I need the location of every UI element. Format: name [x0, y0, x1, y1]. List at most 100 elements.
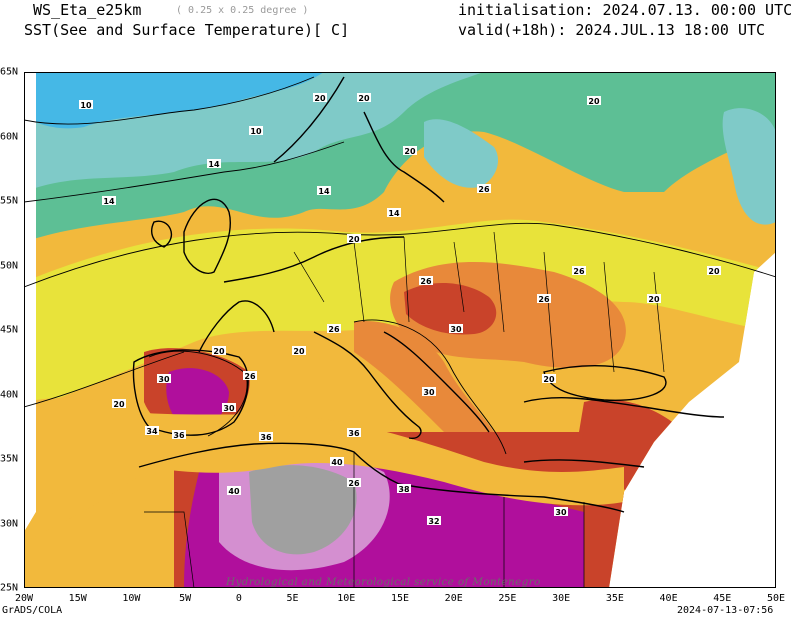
field-iberia-peak — [166, 368, 229, 428]
contour-label: 26 — [420, 277, 432, 286]
coast-turkey — [523, 397, 725, 468]
field-baltic-cool — [424, 119, 499, 188]
x-tick-label: 0 — [235, 593, 242, 604]
coast-italy — [313, 331, 422, 440]
x-tick-label: 10W — [122, 593, 141, 604]
model-title: WS_Eta_e25km — [33, 1, 142, 19]
coastlines — [132, 76, 725, 513]
contour-label: 14 — [388, 209, 400, 218]
contour-label-bg — [222, 403, 236, 412]
contour-label-bg — [572, 266, 586, 275]
contour-label-bg — [243, 371, 257, 380]
contour-label-bg — [145, 426, 159, 435]
isotherm-20-atlantic — [24, 351, 185, 408]
coast-british-isles — [151, 198, 231, 274]
field-sahara-max — [249, 465, 357, 555]
x-tick-label: 5E — [286, 593, 299, 604]
field-hungary-hot — [404, 282, 497, 335]
coast-scandinavia — [273, 76, 445, 203]
contour-label-bg — [313, 93, 327, 102]
isotherm-14 — [24, 141, 345, 203]
contour-labels: 10 10 14 14 14 14 20 20 20 20 20 20 20 20 20 20 20 26 26 26… — [79, 93, 721, 526]
valid-time: valid(+18h): 2024.JUL.13 18:00 UTC — [458, 21, 766, 39]
border-lines-africa — [144, 452, 585, 588]
x-tick-label: 30E — [552, 593, 571, 604]
sst-map-canvas: 10 10 14 14 14 14 20 20 20 20 20 20 20 20 20 20 20 26 26 26… — [24, 72, 776, 588]
contour-label: 30 — [223, 404, 235, 413]
borders — [144, 231, 665, 588]
contour-label-bg — [587, 96, 601, 105]
resolution-note: ( 0.25 x 0.25 degree ) — [176, 5, 309, 16]
y-tick-label: 25N — [0, 582, 19, 594]
contour-label-bg — [79, 100, 93, 109]
contour-label-bg — [157, 374, 171, 383]
isotherm-26-balkan — [353, 319, 507, 455]
init-time: initialisation: 2024.07.13. 00:00 UTC — [458, 1, 793, 19]
coast-western-europe — [198, 236, 405, 353]
coast-north-africa — [138, 442, 625, 513]
contour-label: 30 — [423, 388, 435, 397]
contour-label: 26 — [328, 325, 340, 334]
contour-label: 14 — [318, 187, 330, 196]
y-tick-label: 45N — [0, 324, 19, 336]
contour-label: 26 — [478, 185, 490, 194]
variable-title: SST(See and Surface Temperature)[ C] — [24, 21, 350, 39]
contour-label-bg — [227, 486, 241, 495]
field-arctic-cold — [24, 72, 324, 129]
contour-label-bg — [397, 484, 411, 493]
field-east-cool — [722, 108, 776, 225]
contour-label: 26 — [573, 267, 585, 276]
contour-label: 30 — [158, 375, 170, 384]
contour-label: 40 — [331, 458, 343, 467]
contour-label-bg — [387, 208, 401, 217]
contour-label-bg — [112, 399, 126, 408]
contour-label-bg — [403, 146, 417, 155]
x-tick-label: 20E — [444, 593, 463, 604]
contour-label: 26 — [538, 295, 550, 304]
contour-label-bg — [347, 234, 361, 243]
contour-label: 20 — [708, 267, 720, 276]
x-tick-label: 5W — [179, 593, 192, 604]
contour-label: 38 — [398, 485, 410, 494]
contour-lines — [24, 76, 776, 455]
x-tick-label: 10E — [337, 593, 356, 604]
contour-label: 20 — [348, 235, 360, 244]
contour-label: 14 — [208, 160, 220, 169]
y-tick-label: 60N — [0, 131, 19, 142]
x-tick-label: 35E — [605, 593, 624, 604]
coast-black-sea — [543, 364, 667, 401]
contour-label-bg — [212, 346, 226, 355]
contour-label-bg — [207, 159, 221, 168]
contour-label: 34 — [146, 427, 158, 436]
software-credit: GrADS/COLA — [2, 605, 63, 616]
coast-iberia — [132, 349, 249, 436]
field-atlantic-sub — [24, 397, 144, 542]
contour-label: 20 — [293, 347, 305, 356]
map-frame — [24, 72, 776, 588]
contour-label: 32 — [428, 517, 439, 526]
coast-balkans — [383, 331, 490, 433]
x-tick-label: 40E — [659, 593, 678, 604]
contour-label: 20 — [543, 375, 555, 384]
contour-label-bg — [249, 126, 263, 135]
y-tick-label: 30N — [0, 518, 19, 529]
contour-label-bg — [347, 428, 361, 437]
y-tick-label: 55N — [0, 195, 19, 207]
contour-label: 36 — [173, 431, 185, 440]
contour-label-bg — [647, 294, 661, 303]
y-tick-label: 65N — [0, 66, 19, 78]
contour-label-bg — [422, 387, 436, 396]
contour-label-bg — [292, 346, 306, 355]
contour-label: 26 — [348, 479, 360, 488]
sst-map: 10 10 14 14 14 14 20 20 20 20 20 20 20 20 20 20 20 26 26 26… — [24, 72, 776, 588]
contour-label-bg — [707, 266, 721, 275]
field-mediterranean — [134, 412, 624, 506]
border-lines-europe — [293, 231, 665, 373]
y-tick-label: 40N — [0, 389, 19, 400]
x-tick-label: 25E — [498, 593, 517, 604]
y-tick-label: 35N — [0, 453, 19, 465]
x-tick-label: 45E — [713, 593, 732, 604]
contour-label-bg — [102, 196, 116, 205]
contour-label-bg — [554, 507, 568, 516]
x-tick-label: 15W — [68, 593, 87, 604]
